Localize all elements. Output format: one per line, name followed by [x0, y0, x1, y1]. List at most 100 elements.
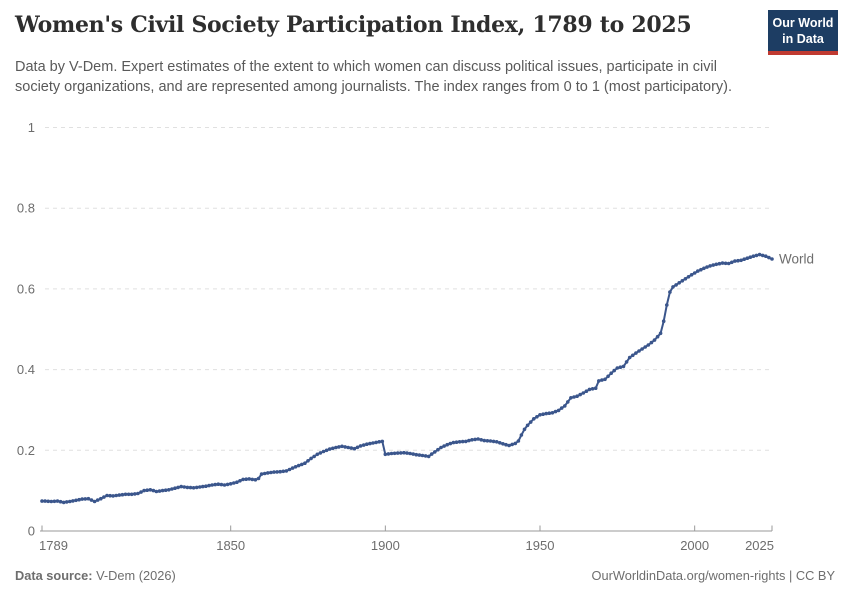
data-source-value: V-Dem (2026) — [96, 568, 176, 583]
data-point-marker — [83, 497, 88, 501]
data-point-marker — [315, 452, 320, 457]
data-point-marker — [445, 442, 450, 447]
data-point-marker — [219, 482, 224, 487]
data-point-marker — [275, 470, 279, 474]
data-point-marker — [114, 493, 118, 498]
data-point-marker — [303, 461, 307, 466]
data-point-marker — [278, 469, 283, 474]
data-point-marker — [692, 271, 697, 275]
data-point-marker — [593, 386, 598, 391]
data-point-marker — [194, 485, 199, 490]
data-point-marker — [572, 395, 576, 399]
data-point-marker — [637, 349, 641, 353]
data-point-marker — [262, 471, 267, 476]
data-point-marker — [702, 266, 706, 271]
data-point-marker — [300, 462, 304, 467]
data-source-label: Data source: — [15, 568, 93, 583]
data-point-marker — [346, 445, 351, 450]
data-point-marker — [170, 487, 174, 491]
data-point-marker — [677, 281, 681, 285]
x-tick-label: 1789 — [39, 538, 68, 553]
data-point-marker — [566, 400, 570, 404]
series-label-world[interactable]: World — [779, 252, 814, 267]
data-point-marker — [89, 498, 94, 502]
data-point-marker — [423, 454, 428, 458]
page-title: Women's Civil Society Participation Inde… — [15, 12, 692, 38]
data-point-marker — [377, 440, 382, 444]
owid-logo[interactable]: Our World in Data — [768, 10, 838, 55]
data-point-marker — [420, 453, 425, 458]
data-point-marker — [188, 485, 193, 490]
data-point-marker — [612, 368, 616, 373]
data-point-marker — [235, 480, 239, 485]
data-point-marker — [259, 472, 264, 476]
data-point-marker — [770, 257, 774, 261]
data-point-marker — [145, 488, 149, 493]
data-point-marker — [105, 493, 109, 498]
data-point-marker — [513, 441, 518, 446]
chart-footer: Data source: V-Dem (2026) OurWorldinData… — [15, 568, 835, 583]
chart-line-world[interactable] — [41, 253, 773, 504]
data-point-marker — [349, 446, 354, 450]
data-point-marker — [414, 452, 419, 457]
data-point-marker — [559, 406, 564, 410]
data-point-marker — [519, 433, 524, 437]
footer-citation-link[interactable]: OurWorldinData.org/women-rights | CC BY — [591, 568, 835, 583]
data-point-marker — [309, 456, 313, 461]
data-point-marker — [361, 443, 366, 447]
data-point-marker — [163, 488, 168, 493]
data-point-marker — [535, 415, 539, 419]
data-point-marker — [272, 470, 276, 474]
data-point-marker — [318, 451, 323, 455]
data-point-marker — [182, 485, 187, 489]
data-point-marker — [86, 496, 91, 501]
x-tick-label: 2000 — [680, 538, 709, 553]
data-point-marker — [426, 454, 431, 459]
data-point-marker — [160, 488, 165, 493]
data-point-marker — [739, 258, 743, 263]
data-point-marker — [730, 260, 734, 265]
data-point-marker — [699, 267, 703, 272]
data-point-marker — [61, 500, 66, 505]
data-point-marker — [405, 451, 409, 455]
data-point-marker — [606, 374, 610, 379]
data-point-marker — [148, 488, 153, 492]
data-point-marker — [671, 285, 675, 289]
data-point-marker — [563, 404, 567, 408]
data-point-marker — [429, 452, 434, 456]
data-point-marker — [652, 338, 657, 342]
data-point-marker — [556, 408, 561, 413]
data-point-marker — [365, 442, 369, 447]
data-point-marker — [136, 491, 140, 496]
data-point-marker — [689, 273, 694, 277]
data-point-marker — [173, 486, 177, 491]
data-point-marker — [609, 371, 613, 376]
data-point-marker — [501, 442, 505, 446]
data-point-marker — [439, 445, 443, 450]
data-point-marker — [371, 441, 375, 445]
data-point-marker — [374, 440, 378, 445]
data-point-marker — [222, 483, 227, 487]
data-point-marker — [764, 254, 768, 258]
data-point-marker — [142, 488, 146, 493]
data-point-marker — [454, 440, 459, 445]
data-point-marker — [711, 263, 715, 267]
data-point-marker — [488, 439, 493, 443]
data-point-marker — [402, 450, 406, 455]
data-point-marker — [448, 441, 453, 446]
data-point-marker — [597, 379, 601, 383]
data-point-marker — [674, 283, 678, 287]
y-tick-label: 0.8 — [17, 201, 35, 216]
chart-subtitle: Data by V-Dem. Expert estimates of the e… — [15, 59, 733, 95]
data-point-marker — [343, 445, 347, 449]
data-point-marker — [736, 258, 740, 263]
data-point-marker — [661, 319, 666, 324]
chart-canvas[interactable]: 0 0.2 0.4 0.6 0.8 1 1789 1850 1900 1950 2000 2025 Wo… — [0, 0, 850, 562]
x-tick-label: 1950 — [526, 538, 555, 553]
data-point-marker — [621, 364, 626, 369]
data-point-marker — [334, 445, 338, 450]
data-point-marker — [541, 412, 545, 417]
data-point-marker — [683, 277, 688, 281]
data-point-marker — [547, 411, 552, 416]
